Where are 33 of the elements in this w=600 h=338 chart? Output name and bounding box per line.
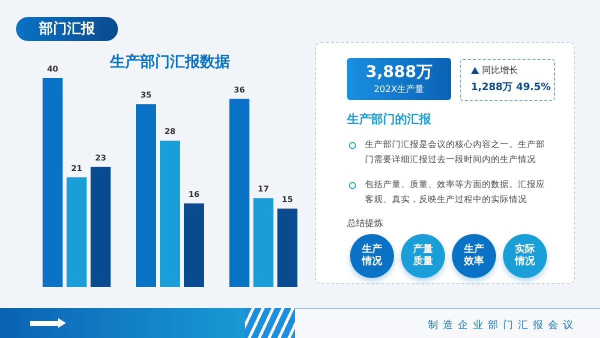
data-label: 28 <box>164 127 176 136</box>
bar <box>229 98 250 287</box>
bar <box>136 104 156 287</box>
text: 生产部门汇报是会议的核心内容之一。生产部门需要详细汇报过去一段时间内的生产情况 <box>365 138 546 167</box>
bar <box>253 198 274 287</box>
text: 202X生产量 <box>372 84 426 96</box>
text: 实际情况 <box>514 244 536 268</box>
text: 生产效率 <box>464 244 484 268</box>
text: 同比增长 <box>481 64 519 77</box>
bar <box>160 140 180 287</box>
text: 部门汇报 <box>16 17 118 41</box>
data-label: 40 <box>47 64 59 74</box>
text: 制造企业部门汇报会议 <box>428 318 578 332</box>
text: 3,888万 <box>364 62 434 83</box>
text: 包括产量、质量、效率等方面的数据。汇报应客观、真实，反映生产过程中的实际情况 <box>365 178 546 207</box>
text: 生产情况 <box>362 244 382 268</box>
bar <box>42 78 63 287</box>
data-label: 16 <box>188 190 200 199</box>
text: 1,288万 49.5% <box>471 81 552 94</box>
text: 总结提炼 <box>347 218 383 230</box>
data-label: 15 <box>282 195 294 204</box>
data-label: 23 <box>95 153 106 162</box>
chart-title: 生产部门汇报数据 <box>109 52 230 70</box>
data-label: 36 <box>234 85 246 94</box>
bar <box>184 203 204 287</box>
data-label: 21 <box>71 164 83 173</box>
bar <box>90 166 111 287</box>
bar <box>277 208 298 287</box>
data-label: 35 <box>140 90 152 100</box>
data-label: 17 <box>258 184 269 194</box>
bar <box>66 177 87 287</box>
text: 生产部门的汇报 <box>347 111 431 128</box>
text: 产量质量 <box>412 244 434 268</box>
